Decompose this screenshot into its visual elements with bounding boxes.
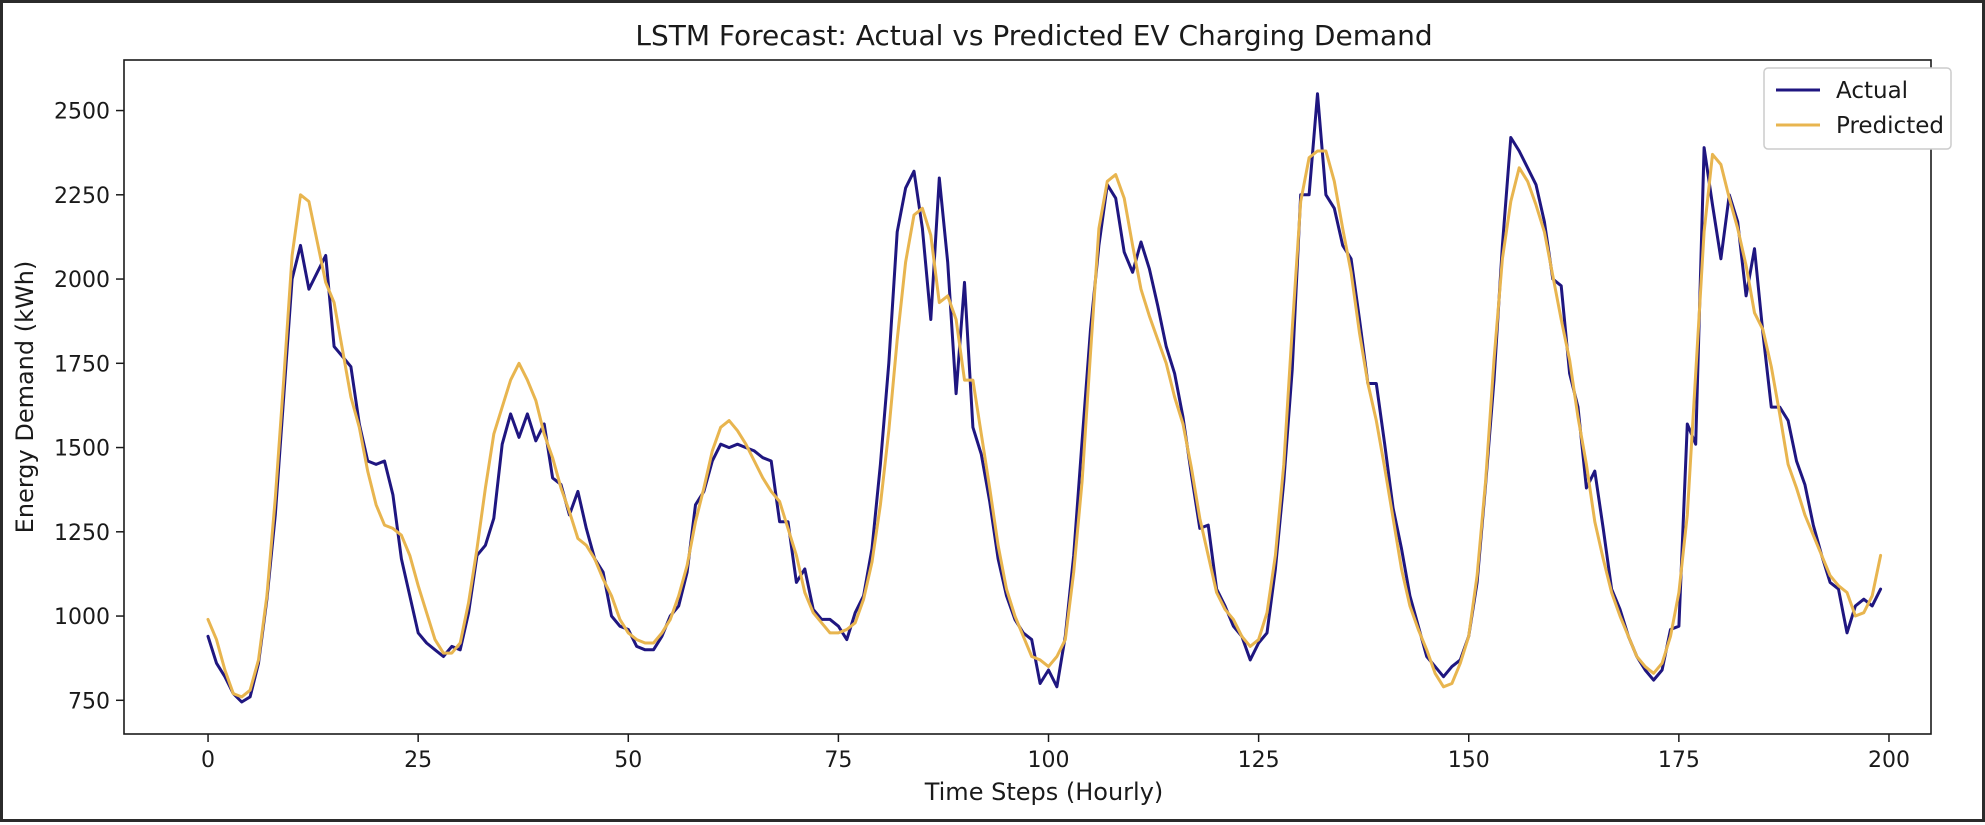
legend-label-actual: Actual xyxy=(1836,78,1908,104)
x-tick-label: 150 xyxy=(1448,748,1490,773)
x-tick-label: 75 xyxy=(824,748,852,773)
y-axis-label: Energy Demand (kWh) xyxy=(11,261,39,534)
x-axis: 0 25 50 75 100 125 150 175 200 xyxy=(201,734,1910,773)
x-tick-label: 0 xyxy=(201,748,215,773)
line-chart: LSTM Forecast: Actual vs Predicted EV Ch… xyxy=(11,19,1952,806)
legend-label-predicted: Predicted xyxy=(1836,113,1944,139)
x-tick-label: 200 xyxy=(1868,748,1910,773)
y-tick-label: 1000 xyxy=(54,605,110,630)
y-tick-label: 750 xyxy=(68,689,110,714)
y-tick-label: 2250 xyxy=(54,184,110,209)
y-axis: 750 1000 1250 1500 1750 2000 2250 2500 xyxy=(54,100,124,714)
x-axis-label: Time Steps (Hourly) xyxy=(924,778,1164,806)
x-tick-label: 125 xyxy=(1238,748,1280,773)
y-tick-label: 2000 xyxy=(54,268,110,293)
series-line-actual xyxy=(206,92,1883,704)
x-tick-label: 50 xyxy=(614,748,642,773)
plot-area xyxy=(123,59,1932,735)
y-tick-label: 1750 xyxy=(54,352,110,377)
x-tick-label: 175 xyxy=(1658,748,1700,773)
x-tick-label: 100 xyxy=(1028,748,1070,773)
series-lines xyxy=(206,92,1883,704)
y-tick-label: 1500 xyxy=(54,437,110,462)
legend-box xyxy=(1763,67,1952,150)
legend: Actual Predicted xyxy=(1763,67,1952,150)
x-tick-label: 25 xyxy=(404,748,432,773)
series-line-predicted xyxy=(206,149,1883,699)
y-tick-label: 2500 xyxy=(54,100,110,125)
chart-title: LSTM Forecast: Actual vs Predicted EV Ch… xyxy=(635,19,1432,52)
y-tick-label: 1250 xyxy=(54,521,110,546)
